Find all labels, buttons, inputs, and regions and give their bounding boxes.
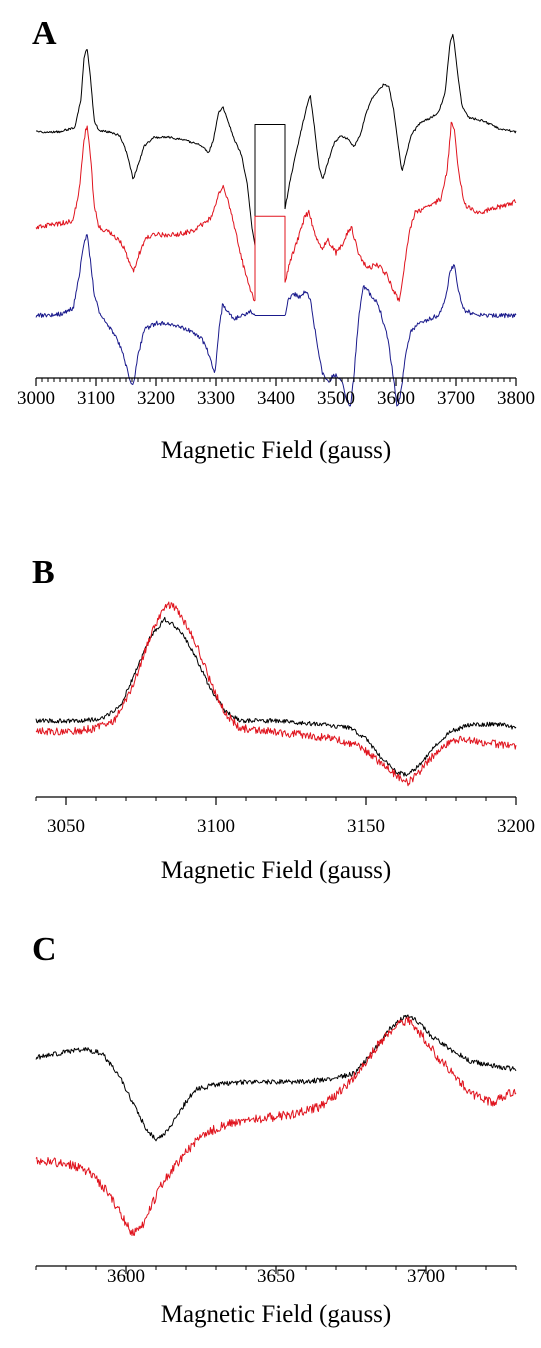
panel-b-series-black-line bbox=[35, 616, 517, 777]
panel-c-x-axis-title: Magnetic Field (gauss) bbox=[161, 1301, 392, 1328]
panel-a-x-tick-label: 3200 bbox=[137, 388, 175, 409]
panel-a-series-blue-line bbox=[35, 234, 517, 407]
panel-b-plot: 3050 3100 3150 3200 bbox=[35, 601, 535, 837]
panel-b-series-red-line bbox=[35, 601, 517, 787]
panel-a-x-tick-label: 3700 bbox=[437, 388, 475, 409]
panel-b-x-axis-title: Magnetic Field (gauss) bbox=[161, 857, 392, 884]
panel-c-x-tick-label: 3650 bbox=[257, 1266, 295, 1287]
panel-c-x-tick-label: 3700 bbox=[407, 1266, 445, 1287]
panel-b-x-tick-label: 3150 bbox=[347, 816, 385, 837]
panel-c-series-black-line bbox=[35, 1014, 517, 1142]
panel-a-x-tick-label: 3000 bbox=[17, 388, 55, 409]
panel-a-x-tick-label: 3600 bbox=[377, 388, 415, 409]
panel-c-letter: C bbox=[32, 931, 57, 968]
panel-b-x-tick-label: 3200 bbox=[497, 816, 535, 837]
panel-c-series-red-line bbox=[35, 1016, 517, 1236]
panel-c-plot: 3600 3650 3700 bbox=[35, 1014, 517, 1287]
panel-a-letter: A bbox=[32, 15, 57, 52]
panel-b-letter: B bbox=[32, 554, 55, 591]
panel-a-series-red-line bbox=[35, 121, 517, 302]
panel-a-x-tick-label: 3800 bbox=[497, 388, 535, 409]
panel-b: B 3050 3100 3150 3200 Magnetic Field (gauss… bbox=[32, 554, 535, 884]
panel-a-x-axis-title: Magnetic Field (gauss) bbox=[161, 437, 392, 464]
panel-a-x-tick-label: 3500 bbox=[317, 388, 355, 409]
panel-a-plot: 3000 3100 3200 3300 3400 3500 3600 3700 3800 bbox=[17, 33, 535, 409]
panel-a-series-black-line bbox=[36, 33, 517, 246]
panel-c-x-tick-label: 3600 bbox=[107, 1266, 145, 1287]
panel-a: A 3000 3100 3200 3300 3400 3500 3600 3700 3800 M… bbox=[17, 15, 535, 464]
panel-c: C 3600 3650 3700 Magnetic Field (gauss) bbox=[32, 931, 517, 1328]
panel-a-x-tick-label: 3300 bbox=[197, 388, 235, 409]
panel-b-x-tick-label: 3050 bbox=[47, 816, 85, 837]
panel-b-x-tick-label: 3100 bbox=[197, 816, 235, 837]
panel-a-x-tick-label: 3400 bbox=[257, 388, 295, 409]
panel-a-x-tick-label: 3100 bbox=[77, 388, 115, 409]
